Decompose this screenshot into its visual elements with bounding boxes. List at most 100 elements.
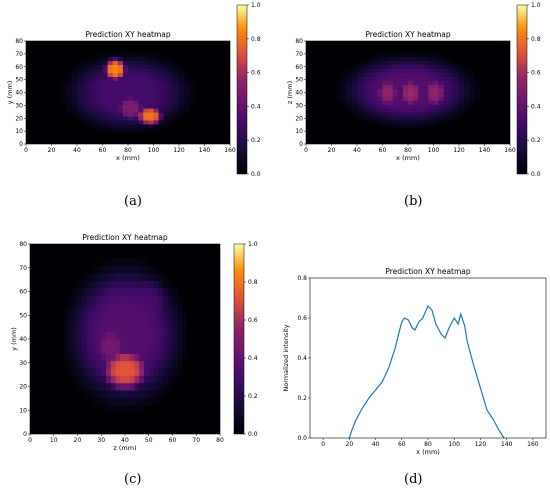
- heatmap-c-cell: [120, 375, 126, 384]
- heatmap-c-cell: [139, 302, 145, 311]
- heatmap-a-cell: [102, 56, 108, 62]
- heatmap-c-cell: [120, 324, 126, 332]
- heatmap-c-cell: [120, 397, 126, 406]
- heatmap-b-cell: [428, 56, 434, 62]
- heatmap-b-cell: [408, 60, 414, 66]
- heatmap-b-cell: [392, 68, 399, 73]
- heatmap-a-cell: [133, 88, 139, 93]
- heatmap-a-cell: [87, 64, 93, 70]
- heatmap-a-cell: [71, 96, 78, 101]
- heatmap-c-cell: [82, 339, 88, 347]
- heatmap-a-cell: [168, 80, 175, 85]
- heatmap-a-cell: [117, 96, 124, 101]
- heatmap-b-cell: [453, 112, 460, 117]
- axes-b-ytick-label: 50: [295, 77, 303, 84]
- heatmap-a-cell: [133, 116, 139, 121]
- heatmap-b-cell: [413, 104, 419, 109]
- heatmap-b-cell: [402, 84, 409, 89]
- axes-a-ytick-label: 10: [15, 128, 23, 135]
- heatmap-c-cell: [172, 331, 178, 340]
- heatmap-b-cell: [438, 88, 444, 93]
- colorbar-c-tick-label: 0.8: [248, 279, 258, 286]
- heatmap-b-cell: [448, 72, 455, 77]
- heatmap-a-cell: [117, 88, 124, 93]
- heatmap-a-cell: [102, 72, 108, 77]
- heatmap-a-cell: [163, 56, 170, 62]
- axes-b-xtick-label: 80: [404, 147, 412, 154]
- heatmap-c-cell: [148, 346, 154, 354]
- heatmap-a-cell: [158, 112, 164, 117]
- heatmap-a-cell: [117, 76, 124, 81]
- heatmap-a-cell: [102, 112, 108, 117]
- heatmap-c-cell: [167, 317, 173, 325]
- heatmap-b-cell: [402, 60, 409, 66]
- heatmap-b-cell: [362, 108, 368, 113]
- heatmap-c-cell: [106, 324, 112, 332]
- heatmap-c-cell: [153, 375, 159, 384]
- heatmap-c-cell: [101, 317, 107, 325]
- heatmap-a-cell: [97, 76, 103, 81]
- heatmap-c-cell: [172, 375, 178, 384]
- heatmap-a-cell: [77, 104, 83, 109]
- caption-a: (a): [124, 194, 142, 209]
- heatmap-a-cell: [66, 84, 73, 89]
- heatmap-c-cell: [106, 375, 112, 384]
- heatmap-a-cell: [107, 112, 113, 117]
- heatmap-c-cell: [144, 265, 150, 274]
- heatmap-b-cell: [357, 60, 363, 66]
- heatmap-b-cell: [418, 108, 424, 113]
- heatmap-c-cell: [125, 404, 131, 413]
- heatmap-a-cell: [148, 124, 154, 129]
- heatmap-b-cell: [423, 64, 429, 70]
- axes-a-ylabel: y (mm): [6, 81, 14, 105]
- heatmap-a-cell: [143, 60, 149, 66]
- heatmap-b-cell: [377, 60, 383, 66]
- heatmap-c-cell: [120, 339, 126, 347]
- heatmap-a-cell: [128, 56, 134, 62]
- heatmap-a-cell: [158, 88, 164, 93]
- heatmap-a-cell: [153, 124, 159, 129]
- heatmap-b-cell: [438, 68, 444, 73]
- heatmap-c-cell: [139, 324, 145, 332]
- heatmap-b-cell: [362, 92, 368, 97]
- heatmap-c-cell: [91, 302, 97, 311]
- heatmap-b-cell: [397, 84, 404, 89]
- heatmap-b-cell: [413, 120, 419, 125]
- heatmap-a-cell: [153, 116, 159, 121]
- heatmap-b-cell: [341, 96, 348, 101]
- colorbar-c-tick-label: 0.6: [248, 317, 258, 324]
- heatmap-a-cell: [66, 92, 73, 97]
- heatmap-c-cell: [91, 331, 97, 340]
- heatmap-b-cell: [413, 88, 419, 93]
- heatmap-b-cell: [341, 88, 348, 93]
- axes-b-xtick-label: 40: [353, 147, 361, 154]
- heatmap-b-cell: [418, 92, 424, 97]
- heatmap-c-cell: [167, 331, 173, 340]
- heatmap-c-cell: [110, 280, 116, 289]
- heatmap-a-cell: [153, 60, 159, 66]
- axes-b-ytick-label: 0: [299, 141, 303, 148]
- heatmap-c-cell: [139, 309, 145, 318]
- heatmap-b-cell: [362, 104, 368, 109]
- heatmap-c-cell: [139, 339, 145, 347]
- heatmap-a-cell: [158, 100, 164, 105]
- heatmap-a-cell: [97, 72, 103, 77]
- heatmap-c-cell: [77, 375, 83, 384]
- heatmap-b-cell: [397, 124, 404, 129]
- heatmap-a-cell: [148, 120, 154, 125]
- heatmap-a-cell: [143, 120, 149, 125]
- heatmap-c-cell: [82, 295, 88, 303]
- heatmap-b-cell: [443, 84, 450, 89]
- heatmap-a-cell: [77, 100, 83, 105]
- heatmap-b-cell: [397, 68, 404, 73]
- heatmap-c-cell: [72, 331, 78, 340]
- heatmap-c-cell: [72, 360, 78, 369]
- heatmap-a-cell: [163, 100, 170, 105]
- heatmap-a-cell: [112, 64, 119, 70]
- heatmap-c-cell: [144, 339, 150, 347]
- heatmap-a-cell: [92, 72, 98, 77]
- heatmap-a-cell: [143, 80, 149, 85]
- heatmap-b-cell: [448, 76, 455, 81]
- heatmap-c-cell: [177, 360, 183, 369]
- heatmap-c-cell: [172, 287, 178, 296]
